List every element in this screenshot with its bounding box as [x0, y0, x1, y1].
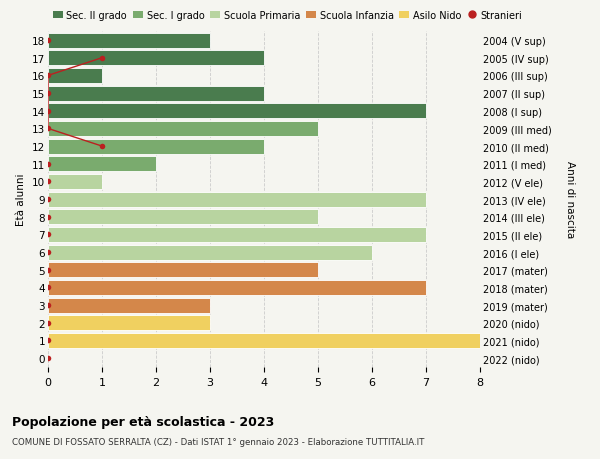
Bar — [48, 333, 480, 348]
Bar — [48, 245, 372, 260]
Y-axis label: Età alunni: Età alunni — [16, 174, 26, 226]
Bar — [48, 104, 426, 119]
Bar — [48, 298, 210, 313]
Bar — [48, 51, 264, 66]
Bar — [48, 174, 102, 190]
Bar — [48, 192, 426, 207]
Bar — [48, 122, 318, 137]
Bar — [48, 69, 102, 84]
Bar — [48, 139, 264, 154]
Legend: Sec. II grado, Sec. I grado, Scuola Primaria, Scuola Infanzia, Asilo Nido, Stran: Sec. II grado, Sec. I grado, Scuola Prim… — [53, 11, 523, 21]
Bar — [48, 263, 318, 278]
Bar — [48, 86, 264, 101]
Y-axis label: Anni di nascita: Anni di nascita — [565, 161, 575, 238]
Bar — [48, 34, 210, 49]
Text: Popolazione per età scolastica - 2023: Popolazione per età scolastica - 2023 — [12, 415, 274, 428]
Text: COMUNE DI FOSSATO SERRALTA (CZ) - Dati ISTAT 1° gennaio 2023 - Elaborazione TUTT: COMUNE DI FOSSATO SERRALTA (CZ) - Dati I… — [12, 437, 424, 446]
Bar — [48, 280, 426, 295]
Bar — [48, 228, 426, 242]
Bar — [48, 316, 210, 330]
Bar — [48, 210, 318, 225]
Bar — [48, 157, 156, 172]
